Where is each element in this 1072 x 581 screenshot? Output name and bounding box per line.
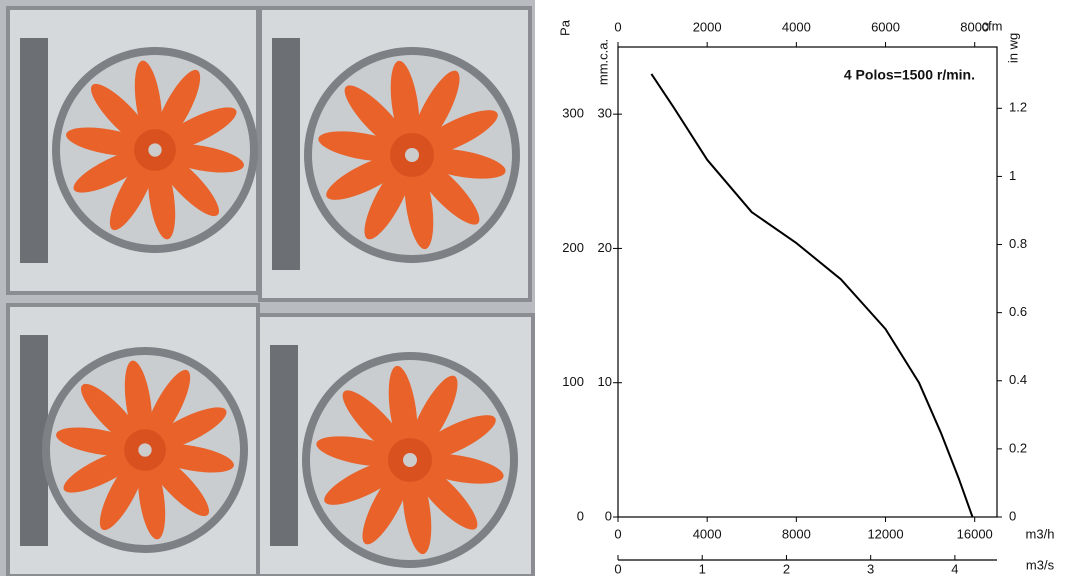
fan-blade [324,458,406,505]
x2-tick-label: 0 [614,19,621,34]
x2-tick-label: 4000 [782,19,811,34]
plot-frame [617,46,998,518]
fan-blade [326,153,408,200]
y2-axis-label: mm.c.a. [595,39,610,85]
y2-tick-label: 0 [605,508,612,523]
x-axis-label: m3/h [1026,526,1055,541]
fan-blade [414,157,480,225]
fan-blade [148,154,176,240]
x3-axis-label: m3/s [1026,557,1055,572]
fan-blade [388,365,418,456]
x-tick-label: 12000 [867,526,903,541]
fan-blade [342,390,408,458]
x-tick-label: 4000 [693,526,722,541]
x3-tick-label: 3 [867,561,874,576]
y3-tick-label: 1.2 [1009,100,1027,115]
fan-blade [344,85,410,153]
y3-tick-label: 0.4 [1009,372,1027,387]
fan-blade [404,159,434,250]
fan-blade [81,383,144,448]
fan-blade [138,454,166,540]
fan-curve [650,73,974,518]
fan-blade [109,153,156,231]
fan-blade [409,375,458,457]
fan-blade [63,449,142,493]
y3-tick-label: 1 [1009,168,1016,183]
fan-blade [156,152,219,217]
y-tick-label: 0 [577,508,584,523]
y-tick-label: 300 [562,106,584,121]
fan-blade [412,462,478,530]
fan-photo [0,0,535,578]
fan-blade [364,158,413,240]
fan-blade [414,415,496,462]
fan-blade [124,360,152,446]
fan-hub-cap [148,143,162,157]
grille [20,38,48,263]
x3-tick-label: 1 [699,561,706,576]
y3-tick-label: 0 [1009,508,1016,523]
x-tick-label: 16000 [957,526,993,541]
y-axis-label: Pa [557,19,572,36]
fan-blade [362,463,411,545]
y2-tick-label: 10 [598,374,612,389]
y3-tick-label: 0.6 [1009,304,1027,319]
fan-blade [73,149,152,193]
annotation: 4 Polos=1500 r/min. [844,67,975,83]
y-tick-label: 100 [562,374,584,389]
fan-blade [144,369,191,447]
fan-blade [148,407,227,451]
fan-blade [146,452,209,517]
fan-blade [411,70,460,152]
x2-tick-label: 2000 [693,19,722,34]
fan-blade [158,107,237,151]
grille [270,345,298,546]
fan-blade [402,464,432,555]
x3-tick-label: 0 [614,561,621,576]
y3-axis-label: in wg [1005,33,1020,63]
y2-tick-label: 30 [598,106,612,121]
x-tick-label: 8000 [782,526,811,541]
y3-tick-label: 0.8 [1009,236,1027,251]
x2-tick-label: 8000 [960,19,989,34]
fan-blade [134,60,162,146]
fan-hub-cap [138,443,152,457]
x2-axis-label: cfm [982,18,1003,33]
x-tick-label: 0 [614,526,621,541]
fan-blade [154,69,201,147]
fan-blade [390,60,420,151]
fan-blade [99,453,146,531]
x2-tick-label: 6000 [871,19,900,34]
y2-tick-label: 20 [598,240,612,255]
y-tick-label: 200 [562,240,584,255]
fan-hub-cap [403,453,417,467]
fan-blade [91,83,154,148]
fan-hub-cap [405,148,419,162]
y3-tick-label: 0.2 [1009,440,1027,455]
x3-tick-label: 4 [951,561,958,576]
x3-tick-label: 2 [783,561,790,576]
grille [272,38,300,270]
fan-blade [416,110,498,157]
